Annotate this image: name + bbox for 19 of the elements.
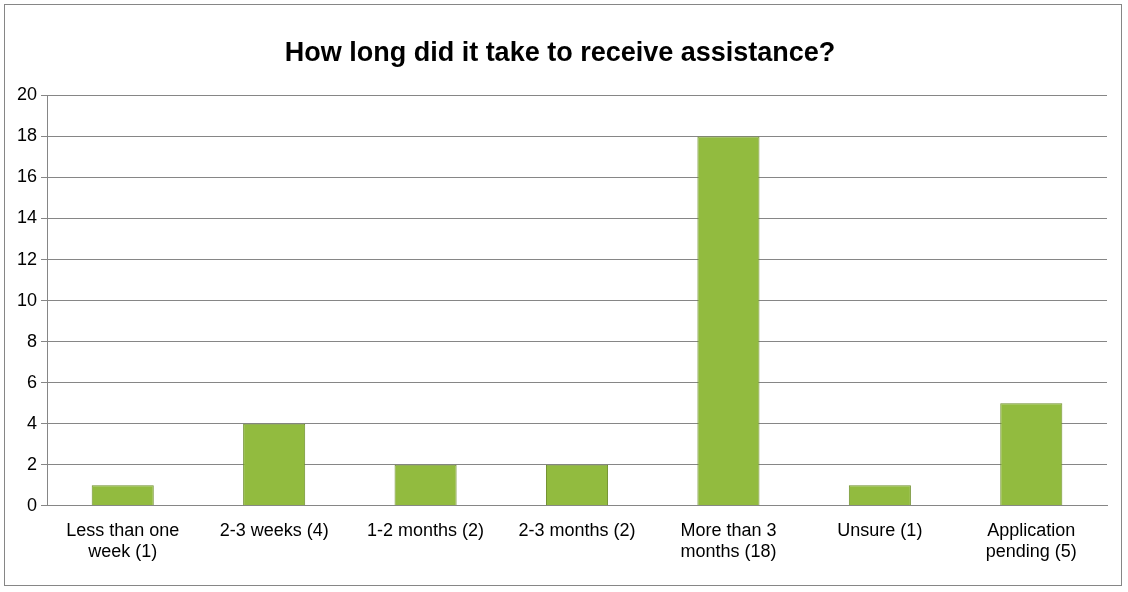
y-tick-label: 10 bbox=[16, 289, 38, 310]
y-tick-label: 14 bbox=[16, 207, 38, 228]
y-tick-label: 8 bbox=[27, 330, 38, 351]
y-tick-label: 16 bbox=[16, 166, 38, 187]
x-tick-label: 1-2 months (2) bbox=[367, 519, 485, 540]
x-tick-label: 2-3 months (2) bbox=[518, 519, 636, 540]
x-tick-label: Less than one week (1) bbox=[66, 519, 180, 562]
chart-title: How long did it take to receive assistance? bbox=[284, 36, 836, 67]
x-tick-label: Unsure (1) bbox=[837, 519, 923, 540]
x-tick-label: More than 3 months (18) bbox=[680, 519, 777, 562]
y-tick-label: 0 bbox=[27, 494, 38, 515]
x-tick-label: 2-3 weeks (4) bbox=[219, 519, 329, 540]
y-tick-label: 2 bbox=[27, 453, 38, 474]
y-tick-label: 6 bbox=[27, 371, 38, 392]
y-tick-label: 4 bbox=[27, 412, 38, 433]
y-tick-label: 18 bbox=[16, 125, 38, 146]
x-tick-label: Application pending (5) bbox=[985, 519, 1077, 562]
y-tick-label: 12 bbox=[16, 248, 38, 269]
y-tick-label: 20 bbox=[16, 84, 38, 105]
